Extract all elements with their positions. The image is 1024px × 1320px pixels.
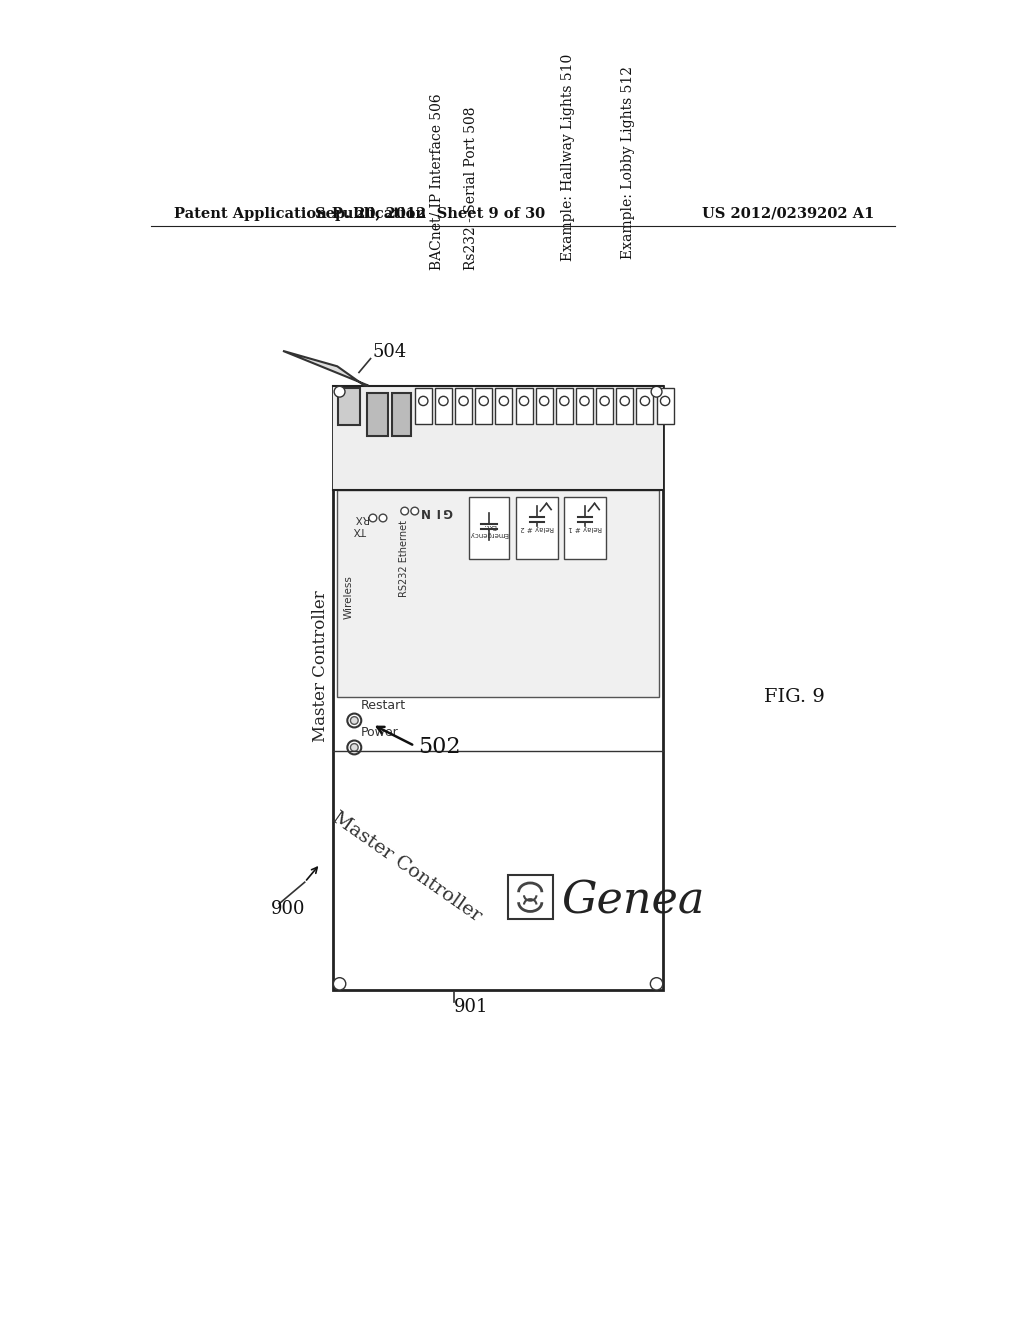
Circle shape xyxy=(347,741,361,755)
Text: 504: 504 xyxy=(372,343,407,362)
Circle shape xyxy=(334,387,345,397)
Circle shape xyxy=(438,396,449,405)
Text: Rs232 - Serial Port 508: Rs232 - Serial Port 508 xyxy=(464,107,477,271)
Circle shape xyxy=(334,978,346,990)
Circle shape xyxy=(500,396,509,405)
Circle shape xyxy=(651,387,662,397)
Text: Patent Application Publication: Patent Application Publication xyxy=(174,207,427,220)
Bar xyxy=(636,388,653,424)
Circle shape xyxy=(621,396,630,405)
Bar xyxy=(496,388,512,424)
Text: Relay # 2: Relay # 2 xyxy=(520,525,554,531)
Text: G: G xyxy=(442,504,453,517)
Bar xyxy=(556,388,572,424)
Circle shape xyxy=(400,507,409,515)
Bar xyxy=(515,498,558,558)
Circle shape xyxy=(640,396,649,405)
Text: 502: 502 xyxy=(419,737,461,759)
Circle shape xyxy=(350,717,358,725)
Text: 901: 901 xyxy=(454,998,488,1016)
Text: Restart: Restart xyxy=(360,698,406,711)
Circle shape xyxy=(379,513,387,521)
Circle shape xyxy=(560,396,569,405)
Circle shape xyxy=(540,396,549,405)
Bar xyxy=(455,388,472,424)
Text: Example: Lobby Lights 512: Example: Lobby Lights 512 xyxy=(621,66,635,259)
Polygon shape xyxy=(283,351,369,385)
Text: Ext.: Ext. xyxy=(482,524,496,529)
Bar xyxy=(469,498,509,558)
Text: TX: TX xyxy=(354,524,368,535)
Bar xyxy=(536,388,553,424)
Circle shape xyxy=(580,396,589,405)
Text: Master Controller: Master Controller xyxy=(311,591,329,742)
Text: Wireless: Wireless xyxy=(344,576,354,619)
Circle shape xyxy=(479,396,488,405)
Text: 900: 900 xyxy=(271,900,306,919)
Circle shape xyxy=(650,978,663,990)
Text: Master Controller: Master Controller xyxy=(329,808,485,925)
Bar xyxy=(415,388,432,424)
Text: Relay # 1: Relay # 1 xyxy=(568,525,602,531)
Bar xyxy=(508,875,553,919)
Text: FIG. 9: FIG. 9 xyxy=(764,689,824,706)
Bar xyxy=(334,385,663,490)
Text: RS232 Ethernet: RS232 Ethernet xyxy=(399,520,409,598)
Text: Sep. 20, 2012  Sheet 9 of 30: Sep. 20, 2012 Sheet 9 of 30 xyxy=(315,207,546,220)
Bar xyxy=(656,388,674,424)
Circle shape xyxy=(600,396,609,405)
Circle shape xyxy=(459,396,468,405)
Text: US 2012/0239202 A1: US 2012/0239202 A1 xyxy=(701,207,873,220)
Bar xyxy=(435,388,452,424)
Text: I: I xyxy=(434,504,438,517)
Circle shape xyxy=(369,513,377,521)
Text: Example: Hallway Lights 510: Example: Hallway Lights 510 xyxy=(561,54,575,261)
Bar xyxy=(515,388,532,424)
Bar xyxy=(367,393,388,436)
Text: Power: Power xyxy=(360,726,398,739)
Text: BACnet/ IP Interface 506: BACnet/ IP Interface 506 xyxy=(429,94,443,271)
Bar xyxy=(575,388,593,424)
Text: Emergency: Emergency xyxy=(470,531,509,537)
Text: N: N xyxy=(419,504,429,517)
Circle shape xyxy=(350,743,358,751)
Bar xyxy=(391,393,411,436)
Bar xyxy=(334,385,663,990)
Circle shape xyxy=(411,507,419,515)
Bar xyxy=(338,388,359,425)
Text: Genea: Genea xyxy=(562,879,706,923)
Bar xyxy=(337,490,658,697)
Bar xyxy=(475,388,493,424)
Bar xyxy=(596,388,613,424)
Text: RX: RX xyxy=(353,513,368,523)
Circle shape xyxy=(660,396,670,405)
Circle shape xyxy=(347,714,361,727)
Circle shape xyxy=(519,396,528,405)
Bar xyxy=(616,388,633,424)
Circle shape xyxy=(419,396,428,405)
Bar xyxy=(563,498,606,558)
